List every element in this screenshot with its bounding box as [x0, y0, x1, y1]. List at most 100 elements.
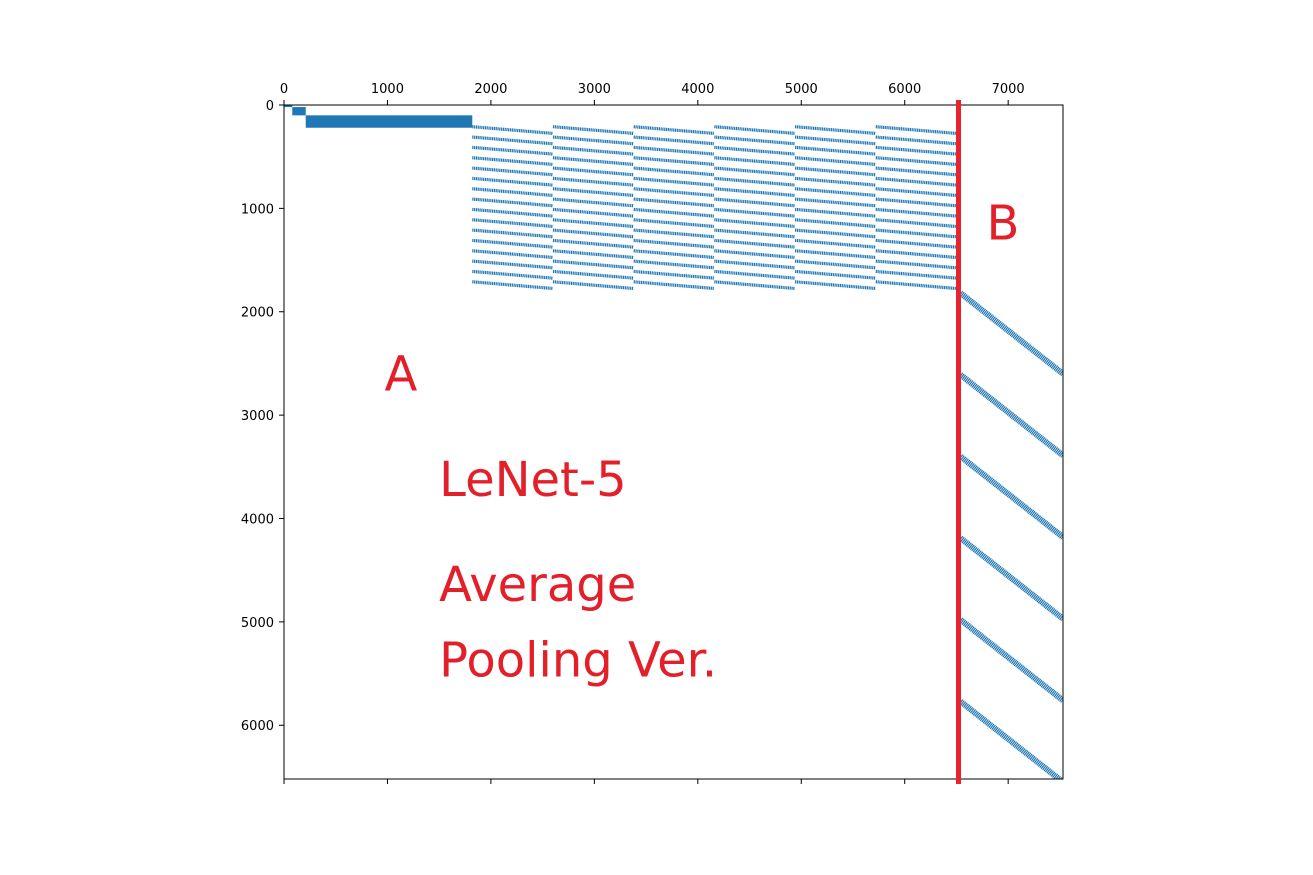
band-segment: [472, 187, 554, 198]
band-segment: [472, 238, 554, 249]
band-segment: [794, 249, 876, 260]
x-tick-label: 2000: [474, 82, 507, 97]
diagonal-segment: [958, 290, 1063, 377]
band-segment: [633, 238, 715, 249]
band-segment: [794, 207, 876, 218]
band-segment: [794, 197, 876, 208]
band-segment: [875, 269, 957, 280]
band-segment: [794, 176, 876, 187]
x-tick-label: 7000: [992, 82, 1025, 97]
band-segment: [552, 166, 634, 177]
x-tick-label: 1000: [371, 82, 404, 97]
band-segment: [714, 135, 796, 146]
band-segment: [552, 145, 634, 156]
diagonal-segment: [958, 617, 1063, 703]
block-1: [292, 107, 306, 116]
diagonal-segment: [958, 699, 1063, 779]
axes-frame: [283, 104, 1064, 780]
band-segment: [552, 135, 634, 146]
band-segment: [552, 218, 634, 229]
band-segment: [794, 238, 876, 249]
band-segment: [472, 125, 554, 136]
band-segment: [472, 197, 554, 208]
band-segment: [875, 135, 957, 146]
band-segment: [633, 280, 715, 291]
label-pooling-2: Pooling Ver.: [439, 633, 717, 689]
band-segment: [794, 218, 876, 229]
diagonal-segment: [958, 535, 1063, 622]
band-segment: [552, 238, 634, 249]
band-segment: [633, 156, 715, 167]
band-segment: [472, 145, 554, 156]
band-segment: [552, 197, 634, 208]
x-tick-label: 0: [280, 82, 288, 97]
band-segment: [552, 269, 634, 280]
band-segment: [552, 125, 634, 136]
x-tick-label: 4000: [681, 82, 714, 97]
band-segment: [875, 176, 957, 187]
block-2: [305, 115, 473, 128]
y-tick-label: 2000: [241, 306, 274, 321]
band-segment: [875, 228, 957, 239]
band-segment: [552, 156, 634, 167]
band-segment: [875, 207, 957, 218]
band-segment: [633, 259, 715, 270]
band-segment: [714, 269, 796, 280]
label-model: LeNet-5: [439, 452, 627, 508]
band-segment: [633, 228, 715, 239]
band-segment: [714, 125, 796, 136]
label-pooling-1: Average: [439, 557, 636, 613]
band-segment: [633, 176, 715, 187]
band-segment: [633, 197, 715, 208]
diagonal-segment: [958, 454, 1063, 540]
band-segment: [714, 197, 796, 208]
band-segment: [714, 238, 796, 249]
band-segment: [552, 176, 634, 187]
band-segment: [794, 187, 876, 198]
band-segment: [794, 259, 876, 270]
band-segment: [472, 259, 554, 270]
band-segment: [875, 249, 957, 260]
band-segment: [633, 166, 715, 177]
plot-area: [284, 105, 1063, 779]
band-segment: [472, 280, 554, 291]
y-tick-label: 1000: [241, 202, 274, 217]
band-segment: [875, 187, 957, 198]
band-segment: [552, 259, 634, 270]
band-segment: [875, 125, 957, 136]
band-segment: [552, 187, 634, 198]
band-segment: [472, 135, 554, 146]
band-segment: [472, 228, 554, 239]
band-segment: [875, 156, 957, 167]
band-segment: [794, 125, 876, 136]
band-segment: [714, 249, 796, 260]
band-segment: [472, 249, 554, 260]
annotations: A B LeNet-5 Average Pooling Ver.: [384, 100, 1019, 784]
band-segment: [633, 207, 715, 218]
band-segment: [714, 207, 796, 218]
band-segment: [875, 218, 957, 229]
band-segment: [714, 280, 796, 291]
band-segment: [794, 135, 876, 146]
band-segment: [875, 197, 957, 208]
band-segment: [714, 218, 796, 229]
band-segment: [714, 145, 796, 156]
band-segment: [875, 238, 957, 249]
band-segment: [633, 249, 715, 260]
y-tick-label: 0: [266, 99, 274, 114]
block-0: [284, 105, 293, 108]
band-segment: [875, 145, 957, 156]
band-segment: [552, 249, 634, 260]
band-segment: [714, 156, 796, 167]
band-segment: [472, 207, 554, 218]
diagonal-segment: [958, 372, 1063, 458]
band-segment: [875, 166, 957, 177]
band-segment: [633, 187, 715, 198]
band-segment: [714, 187, 796, 198]
band-segment: [794, 156, 876, 167]
band-segment: [714, 259, 796, 270]
label-b: B: [987, 195, 1020, 251]
band-segment: [794, 145, 876, 156]
band-segment: [472, 166, 554, 177]
